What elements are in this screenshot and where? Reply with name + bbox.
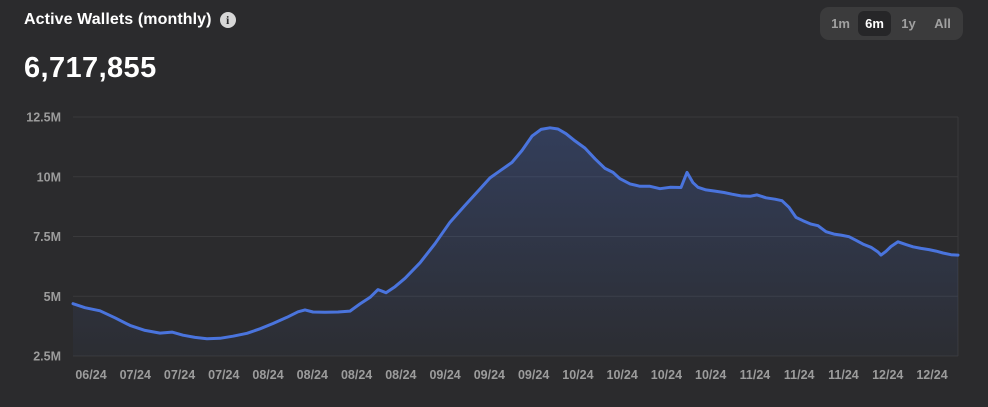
- range-selector: 1m 6m 1y All: [820, 7, 963, 40]
- x-axis-label: 07/24: [120, 368, 151, 382]
- range-button-1y[interactable]: 1y: [892, 11, 925, 36]
- x-axis-label: 11/24: [740, 368, 771, 382]
- x-axis-label: 07/24: [208, 368, 239, 382]
- y-axis-label: 2.5M: [33, 350, 61, 364]
- trend-line: [71, 126, 960, 341]
- range-button-all[interactable]: All: [926, 11, 959, 36]
- metric-value: 6,717,855: [24, 52, 157, 84]
- area-fill: [73, 127, 958, 356]
- x-axis-label: 06/24: [75, 368, 106, 382]
- x-axis-label: 10/24: [562, 368, 593, 382]
- x-axis-label: 08/24: [252, 368, 283, 382]
- x-axis-label: 08/24: [297, 368, 328, 382]
- x-axis-label: 08/24: [385, 368, 416, 382]
- y-axis-label: 10M: [37, 170, 61, 184]
- x-axis-label: 09/24: [518, 368, 549, 382]
- page-title: Active Wallets (monthly): [24, 11, 212, 28]
- x-axis-label: 10/24: [607, 368, 638, 382]
- chart-area: 2.5M 5M 7.5M 10M 12.5M 06/24 07/24 07/24 07/24 08…: [0, 100, 988, 407]
- range-button-1m[interactable]: 1m: [824, 11, 857, 36]
- x-axis-label: 10/24: [651, 368, 682, 382]
- x-axis-label: 11/24: [828, 368, 859, 382]
- x-axis-label: 08/24: [341, 368, 372, 382]
- x-axis-label: 11/24: [784, 368, 815, 382]
- y-axis-label: 12.5M: [26, 111, 61, 125]
- x-axis-label: 10/24: [695, 368, 726, 382]
- x-axis-label: 12/24: [916, 368, 947, 382]
- card-header: Active Wallets (monthly) i: [24, 11, 236, 29]
- x-axis-label: 09/24: [474, 368, 505, 382]
- info-icon[interactable]: i: [219, 12, 236, 28]
- wallets-chart[interactable]: 2.5M 5M 7.5M 10M 12.5M 06/24 07/24 07/24 07/24 08…: [0, 100, 988, 407]
- range-button-6m[interactable]: 6m: [858, 11, 891, 36]
- x-axis-label: 09/24: [429, 368, 460, 382]
- x-axis-label: 12/24: [872, 368, 903, 382]
- x-axis-label: 07/24: [164, 368, 195, 382]
- y-axis-label: 5M: [44, 290, 61, 304]
- y-axis-label: 7.5M: [33, 230, 61, 244]
